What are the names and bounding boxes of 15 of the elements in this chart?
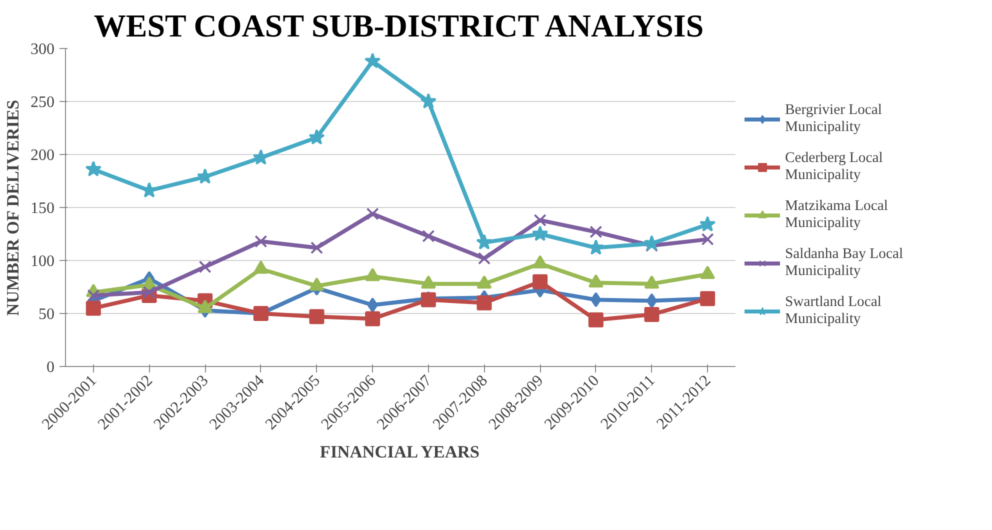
y-tick-label: 0 [46, 359, 54, 376]
legend-label: Saldanha Bay Local Municipality [785, 246, 904, 280]
legend-label: Matzikama Local Municipality [785, 198, 888, 232]
y-axis-title: NUMBER OF DELIVERIES [4, 100, 22, 316]
y-tick-label: 300 [30, 41, 54, 58]
chart-title: WEST COAST SUB-DISTRICT ANALYSIS [94, 8, 704, 44]
y-tick-label: 50 [38, 306, 54, 323]
y-tick-label: 100 [30, 253, 54, 270]
legend-label: Cederberg Local Municipality [785, 150, 883, 184]
y-tick-label: 150 [30, 200, 54, 217]
x-axis-title: FINANCIAL YEARS [320, 442, 480, 462]
y-tick-label: 250 [30, 94, 54, 111]
y-tick-label: 200 [30, 147, 54, 164]
legend-label: Bergrivier Local Municipality [785, 102, 882, 136]
legend-label: Swartland Local Municipality [785, 294, 882, 328]
